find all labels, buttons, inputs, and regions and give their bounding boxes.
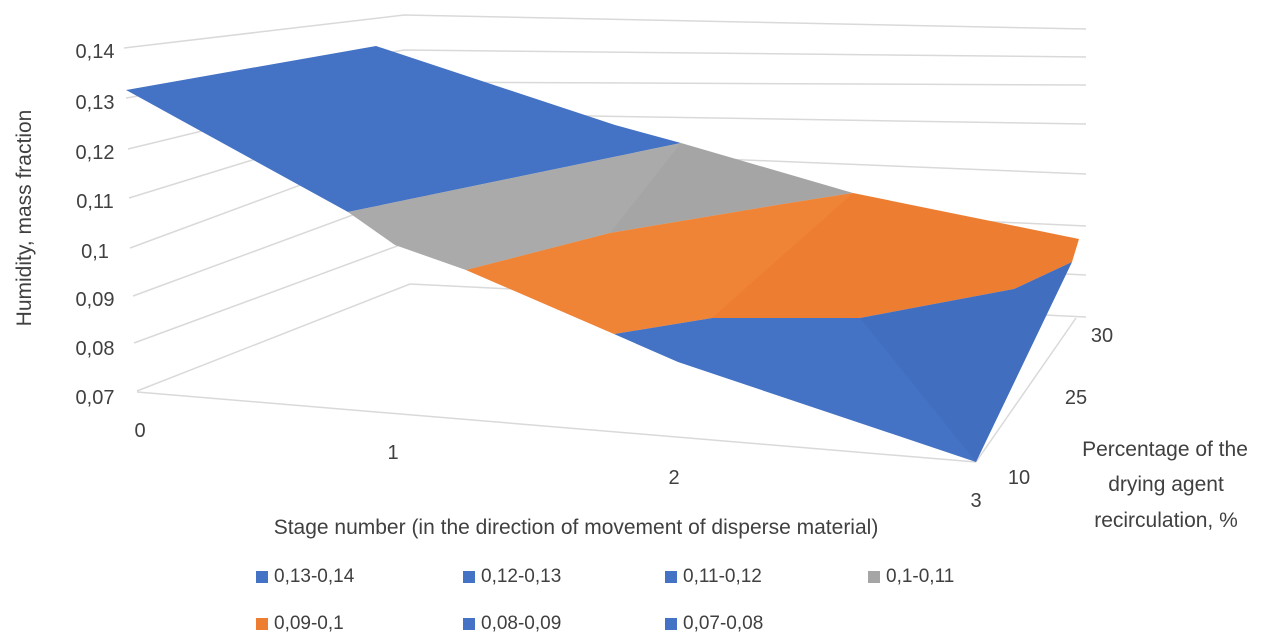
y-tick-label: 0,07 (76, 387, 115, 409)
legend-swatch (868, 571, 880, 583)
surface-band-gray (348, 143, 853, 270)
z-axis-ticks: 10 25 30 (1008, 325, 1113, 489)
y-axis-ticks: 0,07 0,08 0,09 0,1 0,11 0,12 0,13 0,14 (76, 41, 115, 409)
legend-item: 0,1-0,11 (868, 566, 954, 588)
floor-front-edge (136, 391, 977, 463)
y-tick-label: 0,08 (76, 338, 115, 360)
legend-item: 0,07-0,08 (665, 613, 763, 635)
legend-item: 0,08-0,09 (463, 613, 561, 635)
legend-label: 0,09-0,1 (274, 613, 344, 634)
y-tick-label: 0,11 (76, 191, 113, 213)
surface-band-orange (466, 193, 1079, 334)
x-tick-label: 1 (387, 442, 398, 464)
surface-band-top-blue (126, 46, 681, 212)
z-axis-title-line-3: recirculation, % (1094, 509, 1238, 532)
surface-shade (348, 143, 681, 270)
x-tick-label: 2 (668, 467, 679, 489)
legend-label: 0,08-0,09 (481, 613, 562, 634)
surface-band-bottom-blue (614, 262, 1072, 462)
legend-swatch (463, 618, 475, 630)
surface-shade (860, 262, 1072, 462)
legend-swatch (463, 571, 475, 583)
legend-swatch (256, 571, 268, 583)
legend-item: 0,12-0,13 (463, 566, 561, 588)
y-tick-label: 0,13 (76, 92, 115, 114)
legend-item: 0,11-0,12 (665, 566, 762, 588)
y-tick-label: 0,09 (76, 289, 115, 311)
x-axis-ticks: 0 1 2 3 (134, 420, 981, 512)
legend-label: 0,11-0,12 (683, 566, 762, 587)
legend-label: 0,13-0,14 (274, 566, 355, 587)
surface-plot (126, 46, 1079, 462)
legend-item: 0,13-0,14 (256, 566, 354, 588)
legend-label: 0,1-0,11 (886, 566, 955, 587)
x-tick-label: 0 (134, 420, 145, 442)
x-tick-label: 3 (970, 490, 981, 512)
legend-swatch (256, 618, 268, 630)
floor-depth-edge (975, 317, 1077, 463)
legend-label: 0,12-0,13 (481, 566, 562, 587)
y-axis-title: Humidity, mass fraction (13, 110, 36, 327)
gridline (123, 14, 1087, 49)
legend-swatch (665, 618, 677, 630)
z-tick-label: 10 (1008, 467, 1030, 489)
z-axis-title-line-1: Percentage of the (1082, 438, 1248, 461)
z-axis-title-line-2: drying agent (1108, 473, 1224, 496)
z-tick-label: 25 (1065, 387, 1087, 409)
surface-shade (466, 193, 853, 334)
z-tick-label: 30 (1091, 325, 1113, 347)
y-tick-label: 0,14 (76, 41, 115, 63)
legend-item: 0,09-0,1 (256, 613, 344, 635)
y-tick-label: 0,12 (76, 142, 115, 164)
legend-swatch (665, 571, 677, 583)
x-axis-title: Stage number (in the direction of moveme… (274, 516, 879, 539)
legend-label: 0,07-0,08 (683, 613, 764, 634)
y-tick-label: 0,1 (81, 241, 109, 263)
